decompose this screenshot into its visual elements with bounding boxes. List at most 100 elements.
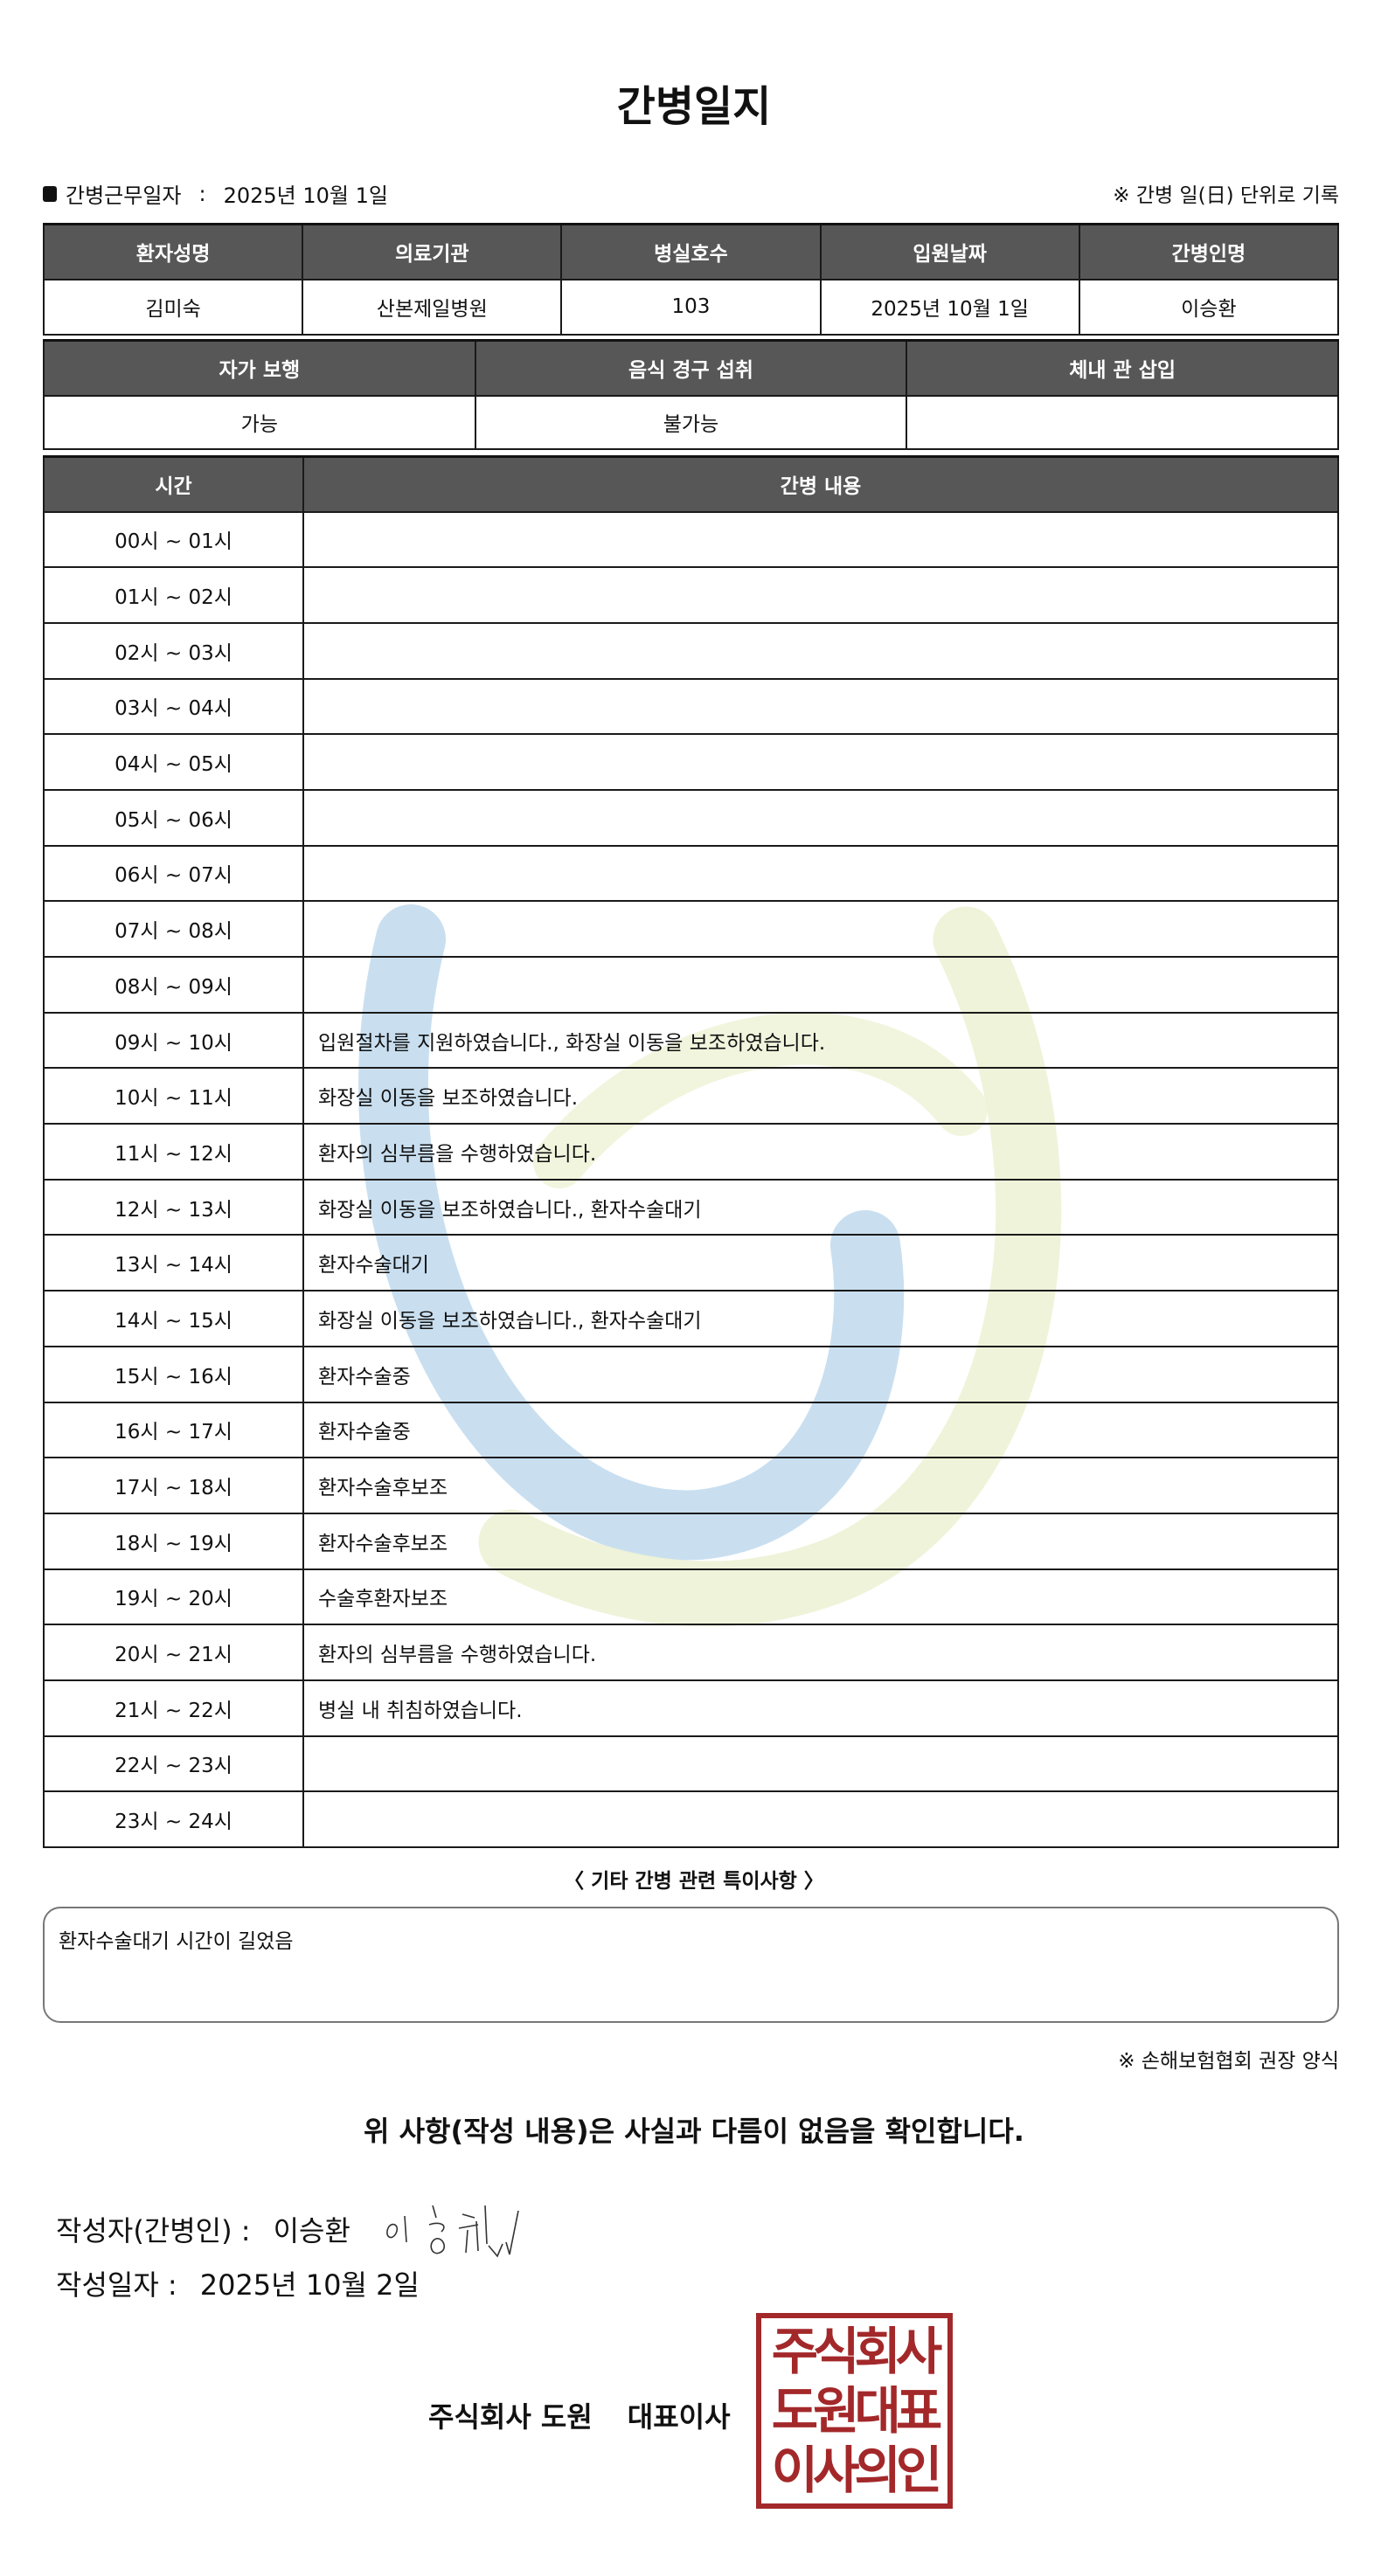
table-row: 00시 ~ 01시 — [43, 510, 1339, 569]
patient-name: 김미숙 — [42, 278, 304, 336]
content-cell: 화장실 이동을 보조하였습니다. — [302, 1067, 1339, 1125]
notes-heading: 〈 기타 간병 관련 특이사항 〉 — [564, 1870, 824, 1893]
time-cell: 22시 ~ 23시 — [43, 1735, 304, 1793]
time-cell: 21시 ~ 22시 — [43, 1679, 304, 1737]
written-date-line: 작성일자 : 2025년 10월 2일 — [56, 2263, 420, 2303]
content-cell: 환자의 심부름을 수행하였습니다. — [302, 1123, 1339, 1181]
table-row: 22시 ~ 23시 — [43, 1735, 1339, 1793]
time-cell: 15시 ~ 16시 — [43, 1345, 304, 1403]
caregiver-name: 이승환 — [1078, 278, 1340, 336]
bullet-square-icon — [43, 185, 57, 202]
writer-name: 이승환 — [273, 2214, 350, 2247]
table-row: 05시 ~ 06시 — [43, 788, 1339, 847]
header-walking: 자가 보행 — [43, 339, 476, 397]
table-row: 09시 ~ 10시 입원절차를 지원하였습니다., 화장실 이동을 보조하였습니다… — [43, 1011, 1339, 1070]
time-cell: 05시 ~ 06시 — [43, 788, 304, 847]
content-cell — [302, 844, 1339, 903]
care-log-table: 시간 간병 내용 00시 ~ 01시 01시 ~ 02시 02시 ~ 03시 03시 … — [43, 455, 1339, 1848]
table-header-row: 자가 보행 음식 경구 섭취 체내 관 삽입 — [43, 339, 1339, 397]
content-cell: 환자의 심부름을 수행하였습니다. — [302, 1624, 1339, 1681]
writer-label: 작성자(간병인) : — [56, 2214, 251, 2247]
content-cell — [302, 510, 1339, 569]
header-caregiver: 간병인명 — [1078, 223, 1340, 280]
header-oral-intake: 음식 경구 섭취 — [474, 339, 908, 397]
time-cell: 07시 ~ 08시 — [43, 900, 304, 958]
company-rep-title: 대표이사 — [627, 2400, 731, 2434]
content-cell — [302, 566, 1339, 624]
table-row: 가능 불가능 — [43, 394, 1339, 450]
table-row: 08시 ~ 09시 — [43, 956, 1339, 1014]
room-number: 103 — [560, 278, 822, 336]
table-row: 13시 ~ 14시 환자수술대기 — [43, 1234, 1339, 1292]
content-cell — [302, 677, 1339, 736]
header-time: 시간 — [43, 455, 304, 513]
table-row: 07시 ~ 08시 — [43, 900, 1339, 958]
table-row: 김미숙 산본제일병원 103 2025년 10월 1일 이승환 — [42, 278, 1340, 336]
work-date-label: 간병근무일자 — [66, 184, 182, 208]
content-cell — [302, 956, 1339, 1014]
time-cell: 10시 ~ 11시 — [43, 1067, 304, 1125]
work-date-value: 2025년 10월 1일 — [223, 184, 388, 208]
writer-line: 작성자(간병인) : 이승환 — [56, 2199, 553, 2260]
stamp-line: 이사의인 — [771, 2441, 942, 2500]
company-name: 주식회사 도원 — [428, 2400, 593, 2434]
time-cell: 03시 ~ 04시 — [43, 677, 304, 736]
content-cell — [302, 1735, 1339, 1793]
admission-date: 2025년 10월 1일 — [819, 278, 1080, 336]
content-cell: 병실 내 취침하였습니다. — [302, 1679, 1339, 1737]
table-row: 14시 ~ 15시 화장실 이동을 보조하였습니다., 환자수술대기 — [43, 1290, 1339, 1347]
work-date-sep: : — [198, 181, 206, 206]
content-cell: 환자수술후보조 — [302, 1457, 1339, 1514]
content-cell: 화장실 이동을 보조하였습니다., 환자수술대기 — [302, 1290, 1339, 1347]
content-cell — [302, 788, 1339, 847]
table-row: 12시 ~ 13시 화장실 이동을 보조하였습니다., 환자수술대기 — [43, 1178, 1339, 1236]
header-admission-date: 입원날짜 — [819, 223, 1080, 280]
time-cell: 06시 ~ 07시 — [43, 844, 304, 903]
work-date-line: 간병근무일자 : 2025년 10월 1일 — [43, 178, 388, 209]
table-row: 23시 ~ 24시 — [43, 1790, 1339, 1848]
patient-info-table: 환자성명 의료기관 병실호수 입원날짜 간병인명 김미숙 산본제일병원 103 … — [42, 223, 1340, 336]
time-cell: 08시 ~ 09시 — [43, 956, 304, 1014]
time-cell: 18시 ~ 19시 — [43, 1512, 304, 1570]
time-cell: 20시 ~ 21시 — [43, 1624, 304, 1681]
company-seal-stamp: 주식회사 도원대표 이사의인 — [756, 2313, 953, 2509]
time-cell: 19시 ~ 20시 — [43, 1568, 304, 1626]
table-row: 06시 ~ 07시 — [43, 844, 1339, 903]
header-tube: 체내 관 삽입 — [906, 339, 1339, 397]
written-date-label: 작성일자 : — [56, 2268, 177, 2302]
time-cell: 09시 ~ 10시 — [43, 1011, 304, 1070]
table-row: 01시 ~ 02시 — [43, 566, 1339, 624]
walking-value: 가능 — [43, 394, 476, 450]
tube-value — [906, 394, 1339, 450]
header-hospital: 의료기관 — [302, 223, 563, 280]
time-cell: 00시 ~ 01시 — [43, 510, 304, 569]
time-cell: 12시 ~ 13시 — [43, 1178, 304, 1236]
content-cell: 환자수술대기 — [302, 1234, 1339, 1292]
company-line: 주식회사 도원 대표이사 — [428, 2395, 731, 2435]
table-row: 17시 ~ 18시 환자수술후보조 — [43, 1457, 1339, 1514]
written-date-value: 2025년 10월 2일 — [199, 2268, 420, 2302]
record-rule-note: ※ 간병 일(日) 단위로 기록 — [1113, 184, 1339, 207]
time-cell: 11시 ~ 12시 — [43, 1123, 304, 1181]
content-cell — [302, 621, 1339, 680]
content-cell: 입원절차를 지원하였습니다., 화장실 이동을 보조하였습니다. — [302, 1011, 1339, 1070]
time-cell: 14시 ~ 15시 — [43, 1290, 304, 1347]
content-cell: 화장실 이동을 보조하였습니다., 환자수술대기 — [302, 1178, 1339, 1236]
table-row: 18시 ~ 19시 환자수술후보조 — [43, 1512, 1339, 1570]
time-cell: 04시 ~ 05시 — [43, 733, 304, 791]
oral-intake-value: 불가능 — [474, 394, 908, 450]
form-source-note: ※ 손해보험협회 권장 양식 — [1118, 2050, 1339, 2073]
table-row: 15시 ~ 16시 환자수술중 — [43, 1345, 1339, 1403]
table-header-row: 시간 간병 내용 — [43, 455, 1339, 513]
table-row: 16시 ~ 17시 환자수술중 — [43, 1401, 1339, 1459]
table-row: 19시 ~ 20시 수술후환자보조 — [43, 1568, 1339, 1626]
table-row: 02시 ~ 03시 — [43, 621, 1339, 680]
patient-status-table: 자가 보행 음식 경구 섭취 체내 관 삽입 가능 불가능 — [43, 339, 1339, 450]
hospital: 산본제일병원 — [302, 278, 563, 336]
header-room: 병실호수 — [560, 223, 822, 280]
header-content: 간병 내용 — [302, 455, 1339, 513]
content-cell: 환자수술중 — [302, 1401, 1339, 1459]
time-cell: 23시 ~ 24시 — [43, 1790, 304, 1848]
time-cell: 16시 ~ 17시 — [43, 1401, 304, 1459]
page-title: 간병일지 — [616, 82, 772, 131]
